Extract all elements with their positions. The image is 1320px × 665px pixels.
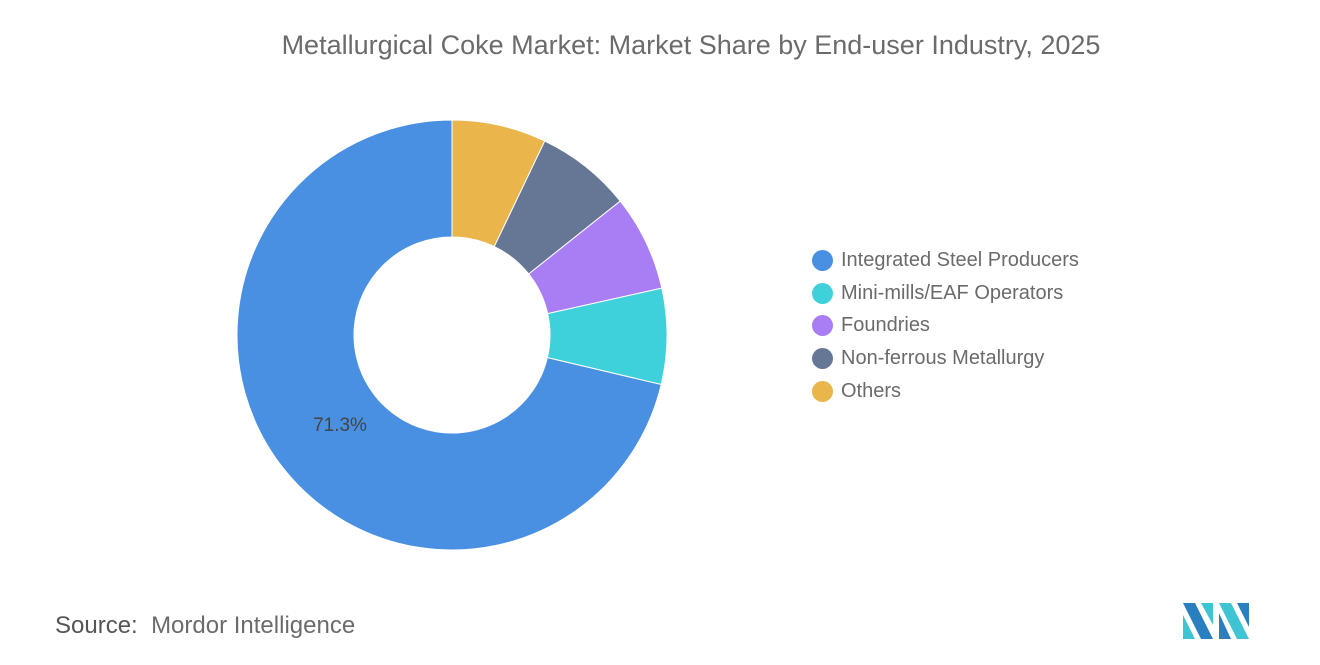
donut-chart: 71.3% — [236, 119, 668, 551]
source-value: Mordor Intelligence — [151, 612, 356, 639]
data-label: 71.3% — [313, 415, 367, 436]
legend-swatch — [812, 315, 833, 337]
legend: Integrated Steel Producers Mini-mills/EAF… — [812, 244, 1079, 408]
legend-item: Integrated Steel Producers — [812, 244, 1079, 277]
legend-swatch — [812, 282, 833, 304]
mordor-logo — [1183, 603, 1249, 639]
legend-label: Non-ferrous Metallurgy — [841, 347, 1045, 370]
slice-integrated-steel-producers — [236, 119, 662, 551]
legend-item: Non-ferrous Metallurgy — [812, 342, 1079, 375]
legend-label: Foundries — [841, 314, 930, 337]
legend-item: Mini-mills/EAF Operators — [812, 277, 1079, 310]
legend-swatch — [812, 249, 833, 271]
source-note: Source: Mordor Intelligence — [55, 612, 355, 640]
legend-swatch — [812, 381, 833, 403]
legend-item: Foundries — [812, 310, 1079, 343]
legend-item: Others — [812, 375, 1079, 408]
source-label: Source: — [55, 612, 138, 639]
chart-title: Metallurgical Coke Market: Market Share … — [281, 30, 1101, 60]
legend-label: Mini-mills/EAF Operators — [841, 281, 1064, 304]
legend-swatch — [812, 348, 833, 370]
legend-label: Integrated Steel Producers — [841, 248, 1079, 271]
legend-label: Others — [841, 380, 902, 403]
